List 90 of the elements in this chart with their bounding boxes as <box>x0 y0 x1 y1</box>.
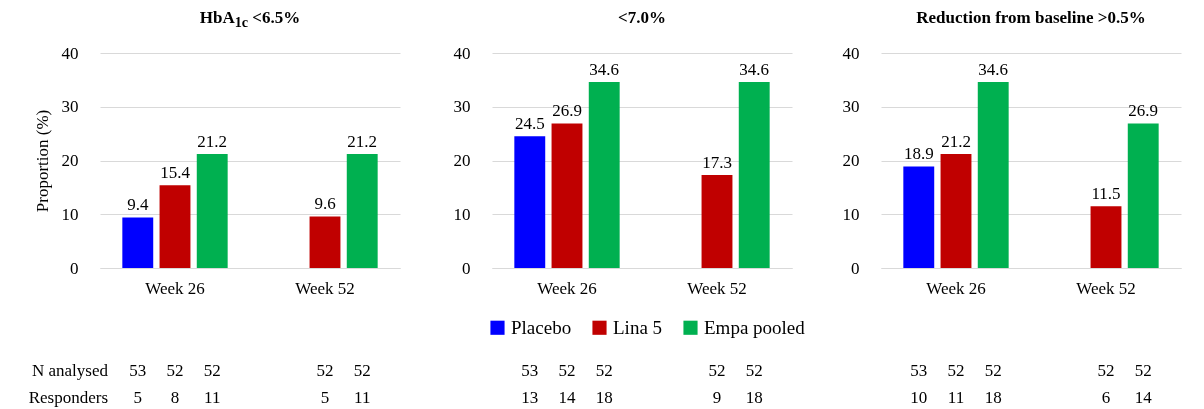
bar <box>903 166 935 268</box>
y-tick-label: 0 <box>851 258 860 278</box>
bar <box>977 82 1009 268</box>
bar <box>701 175 733 268</box>
text: 53 <box>910 361 928 380</box>
text: 52 <box>558 361 576 380</box>
y-axis-title: Proportion (%) <box>32 109 52 213</box>
text: 6 <box>1101 388 1111 407</box>
y-tick-label: 30 <box>61 97 79 117</box>
y-tick-label: 40 <box>842 43 860 63</box>
text: 52 <box>316 361 334 380</box>
text: 53 <box>521 361 539 380</box>
text: 18 <box>745 388 763 407</box>
text: 52 <box>1097 361 1115 380</box>
text: 8 <box>170 388 180 407</box>
bar <box>309 216 341 268</box>
chart-title: HbA$_{1c}$ <6.5% <box>198 8 302 32</box>
data-label: 34.6 <box>589 60 620 80</box>
text: 10 <box>910 388 928 407</box>
text: 52 <box>353 361 371 380</box>
data-label: 34.6 <box>978 60 1009 80</box>
bar <box>196 154 228 268</box>
data-label: 21.2 <box>941 132 971 152</box>
text: 9 <box>712 388 722 407</box>
y-tick-label: 30 <box>842 97 860 117</box>
data-label: 9.6 <box>314 194 336 214</box>
data-label: 26.9 <box>1128 101 1159 121</box>
text: 18 <box>595 388 613 407</box>
text: 52 <box>947 361 965 380</box>
text: 14 <box>1134 388 1153 407</box>
y-tick-label: 20 <box>61 151 79 170</box>
legend-label: Lina 5 <box>613 316 663 338</box>
text: 11 <box>354 388 371 407</box>
x-tick-label: Week 52 <box>687 278 747 298</box>
text: 52 <box>166 361 184 380</box>
chart-title: Reduction from baseline >0.5% <box>915 8 1147 28</box>
bar <box>346 154 378 268</box>
y-tick-label: 10 <box>453 204 471 224</box>
bar <box>514 136 546 268</box>
y-tick-label: 10 <box>61 204 79 224</box>
bar <box>738 82 770 268</box>
bar <box>588 82 620 268</box>
data-label: 21.2 <box>197 132 228 152</box>
text: 11 <box>204 388 221 407</box>
bar <box>1127 123 1159 268</box>
text: 5 <box>320 388 330 407</box>
text: 18 <box>984 388 1002 407</box>
x-tick-label: Week 26 <box>145 278 205 298</box>
bar <box>551 123 583 268</box>
y-tick-label: 0 <box>462 258 471 278</box>
data-label: 26.9 <box>552 101 582 121</box>
text: 11 <box>947 388 965 407</box>
x-tick-label: Week 26 <box>537 278 597 298</box>
x-tick-label: Week 52 <box>1076 278 1136 298</box>
y-tick-label: 40 <box>453 43 471 63</box>
text: N analysed <box>31 361 109 380</box>
data-label: 17.3 <box>702 153 732 173</box>
legend-label: Placebo <box>511 316 572 338</box>
chart-title: <7.0% <box>617 8 667 28</box>
x-tick-label: Week 26 <box>926 278 986 298</box>
y-tick-label: 40 <box>61 43 79 63</box>
text: 52 <box>745 361 763 380</box>
y-tick-label: 30 <box>453 97 471 117</box>
data-label: 15.4 <box>160 163 191 183</box>
y-tick-label: 0 <box>70 258 79 278</box>
data-label: 21.2 <box>347 132 378 152</box>
bar <box>122 217 154 268</box>
data-label: 18.9 <box>903 144 934 164</box>
text: 14 <box>558 388 576 407</box>
text: 13 <box>521 388 539 407</box>
bar <box>1090 206 1122 268</box>
text: 52 <box>984 361 1002 380</box>
text: Responders <box>28 388 108 407</box>
y-tick-label: 20 <box>453 151 471 170</box>
text: 52 <box>203 361 221 380</box>
y-tick-label: 10 <box>842 204 860 224</box>
text: 52 <box>1134 361 1152 380</box>
text: 52 <box>708 361 726 380</box>
text: 5 <box>133 388 143 407</box>
bar <box>940 154 972 268</box>
data-label: 11.5 <box>1091 184 1121 204</box>
data-label: 9.4 <box>127 195 149 215</box>
text: 53 <box>129 361 147 380</box>
legend-label: Empa pooled <box>704 316 806 338</box>
bar <box>159 185 191 268</box>
x-tick-label: Week 52 <box>295 278 355 298</box>
y-tick-label: 20 <box>842 151 860 170</box>
data-label: 24.5 <box>514 114 545 134</box>
text: 52 <box>595 361 613 380</box>
data-label: 34.6 <box>739 60 770 80</box>
